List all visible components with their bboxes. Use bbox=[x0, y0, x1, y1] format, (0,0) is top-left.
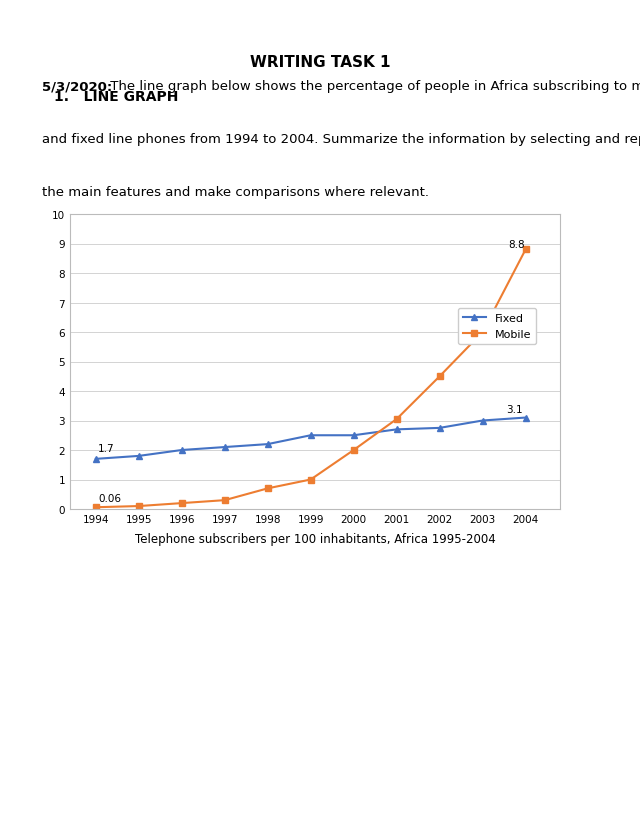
Fixed bbox=[522, 413, 529, 423]
Fixed bbox=[135, 452, 143, 461]
Text: The line graph below shows the percentage of people in Africa subscribing to mob: The line graph below shows the percentag… bbox=[106, 80, 640, 93]
Text: 1.7: 1.7 bbox=[98, 443, 115, 453]
Fixed bbox=[436, 423, 444, 433]
Mobile bbox=[307, 475, 314, 485]
Mobile bbox=[522, 245, 529, 255]
Mobile bbox=[135, 501, 143, 511]
Mobile bbox=[178, 499, 186, 509]
Fixed bbox=[307, 431, 314, 441]
Mobile bbox=[92, 503, 100, 513]
Line: Fixed: Fixed bbox=[93, 415, 529, 462]
Text: 1.   LINE GRAPH: 1. LINE GRAPH bbox=[54, 90, 179, 104]
Text: WRITING TASK 1: WRITING TASK 1 bbox=[250, 55, 390, 70]
Fixed bbox=[221, 442, 228, 452]
Mobile bbox=[350, 446, 358, 456]
Mobile bbox=[479, 327, 486, 337]
Fixed bbox=[350, 431, 358, 441]
Text: 8.8: 8.8 bbox=[508, 240, 525, 250]
Fixed bbox=[479, 416, 486, 426]
Fixed bbox=[178, 446, 186, 456]
Text: 0.06: 0.06 bbox=[98, 493, 121, 503]
Text: 5/3/2020:: 5/3/2020: bbox=[42, 80, 112, 93]
Text: and fixed line phones from 1994 to 2004. Summarize the information by selecting : and fixed line phones from 1994 to 2004.… bbox=[42, 133, 640, 146]
Line: Mobile: Mobile bbox=[93, 247, 529, 510]
Fixed bbox=[264, 440, 271, 450]
Text: 3.1: 3.1 bbox=[506, 404, 523, 414]
Mobile bbox=[221, 495, 228, 505]
Mobile bbox=[264, 484, 271, 494]
Mobile bbox=[436, 372, 444, 382]
Fixed bbox=[92, 454, 100, 464]
Fixed bbox=[393, 425, 401, 435]
Mobile bbox=[393, 414, 401, 424]
Text: the main features and make comparisons where relevant.: the main features and make comparisons w… bbox=[42, 186, 429, 199]
X-axis label: Telephone subscribers per 100 inhabitants, Africa 1995-2004: Telephone subscribers per 100 inhabitant… bbox=[134, 533, 495, 546]
Legend: Fixed, Mobile: Fixed, Mobile bbox=[458, 308, 536, 345]
